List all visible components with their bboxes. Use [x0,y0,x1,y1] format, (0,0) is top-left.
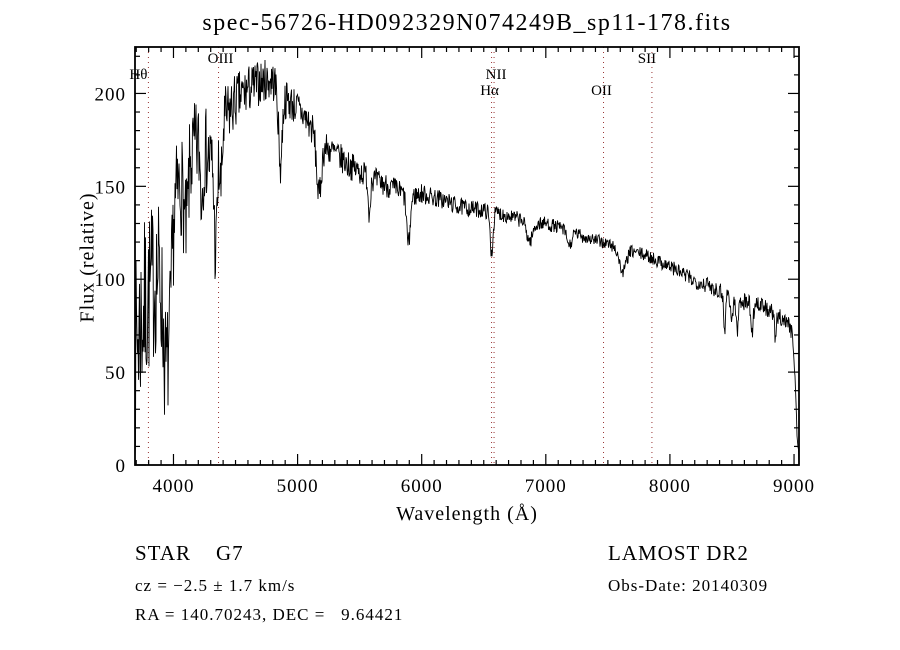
x-tick-label: 7000 [525,476,567,497]
x-tick-label: 9000 [773,476,815,497]
y-tick-label: 100 [95,270,127,291]
flux-spectrum-line [134,59,800,465]
plot-title: spec-56726-HD092329N074249B_sp11-178.fit… [202,10,732,36]
y-tick-label: 150 [95,177,127,198]
x-tick-label: 4000 [152,476,194,497]
spectral-marker-label: Hα [480,83,499,99]
redshift-text: cz = −2.5 ± 1.7 km/s [135,576,296,595]
spectral-marker-label: NII [486,67,507,83]
x-tick-label: 8000 [649,476,691,497]
spectral-marker-label: OII [591,83,612,99]
y-tick-label: 50 [105,363,126,384]
plot-frame [134,46,800,466]
y-tick-label: 0 [116,456,127,477]
x-tick-label: 5000 [277,476,319,497]
x-tick-label: 6000 [401,476,443,497]
spectral-marker-label: SII [638,51,656,67]
obs-date-text: Obs-Date: 20140309 [608,576,769,595]
x-axis-label: Wavelength (Å) [396,503,538,525]
classification-text: STAR G7 [135,541,244,565]
coordinates-text: RA = 140.70243, DEC = 9.64421 [135,605,404,624]
survey-text: LAMOST DR2 [608,541,749,565]
spectral-marker-label: OIII [208,51,234,67]
y-tick-label: 200 [95,84,127,105]
